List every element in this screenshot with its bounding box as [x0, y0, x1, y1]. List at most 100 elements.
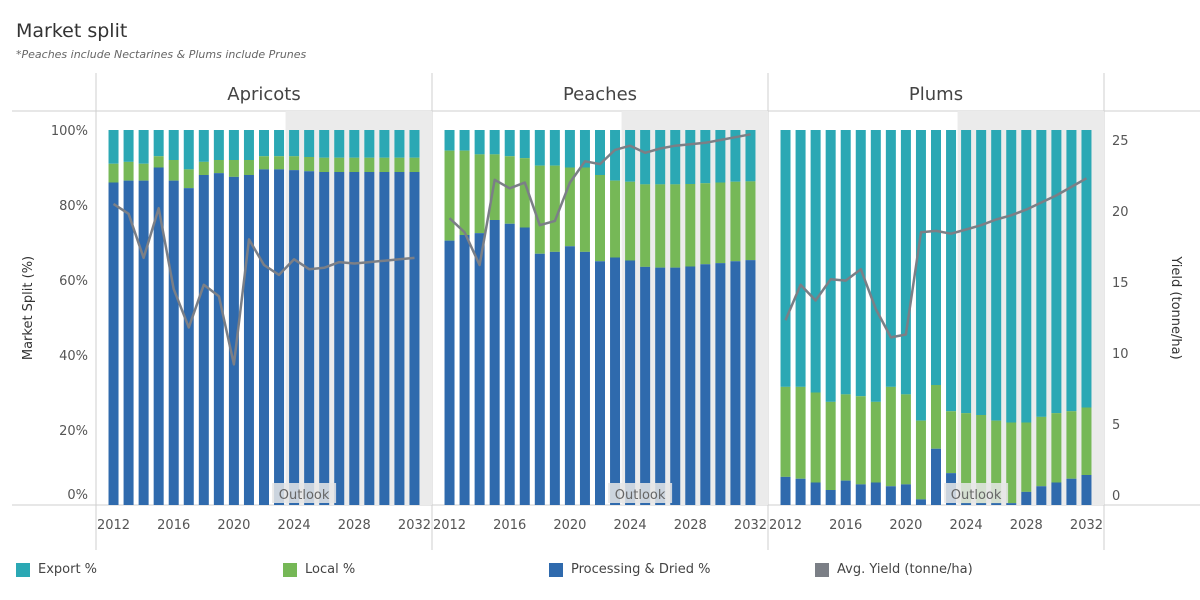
bar-export [730, 130, 741, 182]
bar-local [1021, 422, 1032, 492]
bar-local [855, 396, 866, 485]
bar-local [108, 163, 119, 183]
bar-export [228, 130, 239, 160]
bar-local [730, 181, 741, 262]
chart-subtitle: *Peaches include Nectarines & Plums incl… [16, 48, 307, 61]
y-right-tick-label: 15 [1112, 276, 1129, 291]
yield-line-peaches [448, 133, 751, 267]
bar-local [700, 183, 711, 265]
bar-processing [840, 480, 851, 505]
bar-export [504, 130, 515, 157]
bar-local [840, 394, 851, 481]
bar-local [504, 156, 515, 224]
bar-processing [349, 172, 360, 505]
x-tick-label: 2012 [433, 518, 466, 533]
yield-line-plums [784, 177, 1088, 339]
outlook-label-bg [272, 483, 337, 503]
legend-item-yield[interactable]: Avg. Yield (tonne/ha) [815, 562, 973, 577]
x-tick-label: 2020 [217, 518, 250, 533]
bar-processing [228, 176, 239, 505]
y-left-tick-label: 60% [59, 274, 88, 289]
bar-local [670, 184, 681, 268]
bar-export [931, 130, 941, 385]
bar-local [304, 157, 315, 172]
legend: Export % Local % Processing & Dried % Av… [0, 562, 1200, 582]
bar-local [228, 160, 239, 177]
x-tick-label: 2020 [553, 518, 586, 533]
bar-export [885, 130, 896, 387]
bar-export [489, 130, 500, 155]
bar-local [243, 160, 254, 175]
bar-export [991, 130, 1002, 421]
bar-processing [870, 482, 881, 505]
legend-item-export[interactable]: Export % [16, 562, 97, 577]
bar-processing [610, 257, 621, 505]
bar-processing [304, 171, 315, 505]
bar-local [885, 386, 896, 487]
legend-item-processing[interactable]: Processing & Dried % [549, 562, 711, 577]
bar-local [655, 184, 666, 268]
bar-processing [625, 260, 636, 505]
legend-label-local: Local % [305, 562, 356, 577]
y-left-axis-label: Market Split (%) [21, 256, 36, 360]
bar-local [900, 394, 911, 485]
bar-export [304, 130, 315, 157]
bar-local [123, 161, 134, 181]
bar-export [459, 130, 470, 151]
bar-export [409, 130, 420, 158]
bar-processing [459, 235, 470, 505]
bar-export [855, 130, 866, 397]
bar-export [780, 130, 791, 387]
legend-label-yield: Avg. Yield (tonne/ha) [837, 562, 973, 577]
bar-export [795, 130, 806, 387]
bar-export [319, 130, 330, 158]
bar-processing [991, 503, 1002, 505]
outlook-label-bg [608, 483, 673, 503]
bar-local [715, 182, 726, 264]
x-tick-label: 2032 [398, 518, 431, 533]
bar-processing [855, 484, 866, 505]
x-tick-label: 2032 [734, 518, 767, 533]
bar-export [595, 130, 605, 175]
bar-processing [1066, 478, 1077, 505]
bar-processing [123, 180, 134, 505]
bar-export [900, 130, 911, 395]
bar-processing [474, 233, 485, 505]
bar-local [319, 157, 330, 172]
bar-processing [534, 253, 545, 505]
bar-processing [108, 182, 119, 505]
bar-export [579, 130, 590, 168]
panel-title-peaches: Peaches [563, 84, 637, 105]
bar-processing [780, 476, 791, 505]
bar-export [610, 130, 621, 181]
bar-processing [670, 267, 681, 505]
bar-export [534, 130, 545, 166]
legend-swatch-yield [815, 562, 829, 577]
bar-processing [198, 175, 209, 505]
bar-processing [700, 264, 711, 505]
bar-processing [810, 482, 821, 505]
bar-processing [168, 180, 179, 505]
y-right-tick-label: 20 [1112, 205, 1129, 220]
bar-export [1006, 130, 1017, 423]
x-tick-label: 2028 [674, 518, 707, 533]
bar-local [1006, 422, 1017, 504]
bar-export [1081, 130, 1092, 408]
bar-export [685, 130, 696, 184]
bar-export [810, 130, 821, 393]
bar-processing [640, 266, 651, 505]
bar-export [1021, 130, 1032, 423]
panel-title-apricots: Apricots [227, 84, 301, 105]
bar-local [745, 181, 756, 261]
bar-local [489, 154, 500, 220]
bar-local [334, 157, 345, 172]
x-tick-label: 2012 [97, 518, 130, 533]
market-split-chart: Market Split (%) 0% 20% 40% 60% 80% 100% Yield … [12, 73, 1200, 550]
bar-local [444, 150, 455, 241]
bar-processing [730, 261, 741, 505]
legend-item-local[interactable]: Local % [283, 562, 355, 577]
bar-local [915, 420, 926, 500]
bar-export [870, 130, 881, 402]
bar-export [640, 130, 651, 185]
bar-processing [274, 169, 285, 505]
